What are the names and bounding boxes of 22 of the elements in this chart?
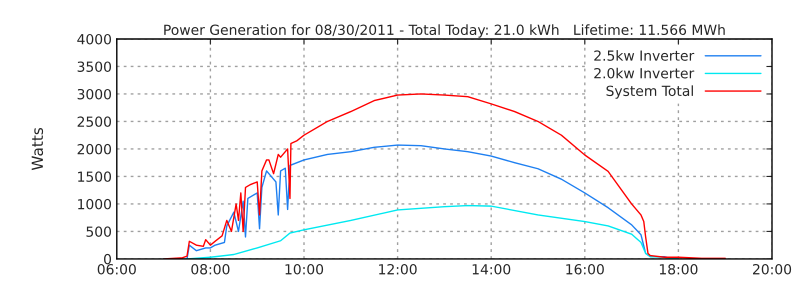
y-tick-label: 500 <box>86 226 112 237</box>
y-axis-title: Watts <box>32 128 44 170</box>
x-tick-label: 14:00 <box>472 264 510 275</box>
x-tick-label: 18:00 <box>660 264 698 275</box>
x-tick-label: 20:00 <box>753 264 792 275</box>
y-tick-label: 3000 <box>78 88 112 100</box>
y-tick-label: 4000 <box>77 34 112 44</box>
chart-title: Power Generation for 08/30/2011 - Total Today: 21.0 kWh Lifetime: 11.566 MWh <box>164 24 725 38</box>
x-tick-label: 16:00 <box>566 264 604 275</box>
y-tick-label: 1500 <box>78 171 112 182</box>
x-tick-label: 06:00 <box>98 264 136 275</box>
y-tick-label: 0 <box>104 254 112 264</box>
legend-label: System Total <box>606 85 693 99</box>
y-tick-label: 3500 <box>78 61 112 72</box>
y-tick-label: 2500 <box>78 116 112 127</box>
legend-label: 2.0kw Inverter <box>594 68 694 78</box>
x-tick-label: 10:00 <box>286 264 324 275</box>
x-tick-label: 08:00 <box>191 264 230 275</box>
y-tick-label: 1000 <box>78 198 112 210</box>
y-tick-label: 2000 <box>78 144 112 154</box>
legend-label: 2.5kw Inverter <box>594 50 694 61</box>
x-tick-label: 12:00 <box>379 264 417 275</box>
